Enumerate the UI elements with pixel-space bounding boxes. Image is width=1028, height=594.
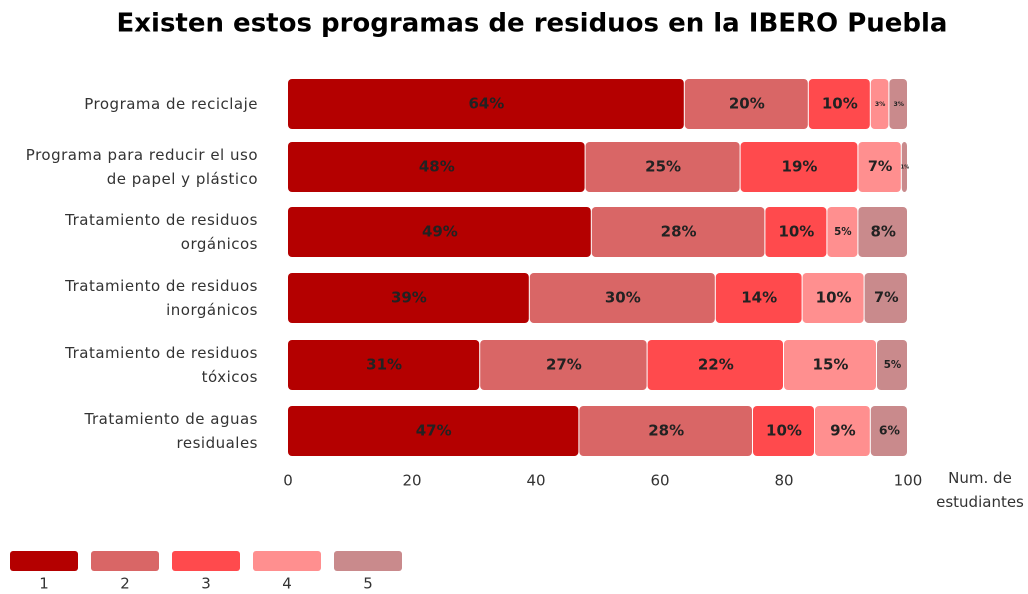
data-label: 30% — [605, 289, 641, 307]
bar-segment — [901, 142, 907, 192]
data-label: 19% — [782, 158, 818, 176]
data-label: 25% — [645, 158, 681, 176]
bar-segment — [288, 406, 579, 456]
category-label: Tratamiento de residuos inorgánicos — [65, 277, 258, 319]
data-label: 6% — [879, 423, 901, 438]
data-label: 39% — [391, 289, 427, 307]
bar-segment — [591, 207, 765, 257]
legend-label: 4 — [282, 575, 292, 593]
bar-segment — [288, 207, 591, 257]
legend-swatch — [253, 551, 321, 571]
category-label: Programa para reducir el uso de papel y … — [25, 146, 258, 188]
bar-segment — [740, 142, 858, 192]
data-label: 3% — [893, 101, 904, 108]
bar-segment — [827, 207, 858, 257]
data-label: 49% — [422, 223, 458, 241]
category-label: Tratamiento de residuos tóxicos — [65, 344, 258, 386]
data-label: 8% — [870, 223, 895, 241]
data-label: 10% — [816, 289, 852, 307]
legend-label: 1 — [39, 575, 49, 593]
bar-segment — [858, 207, 907, 257]
bar-segment — [877, 340, 907, 390]
x-tick-label: 100 — [894, 472, 923, 490]
data-label: 27% — [546, 356, 582, 374]
legend-swatch — [334, 551, 402, 571]
data-label: 48% — [419, 158, 455, 176]
bar-segment — [529, 273, 715, 323]
legend-label: 5 — [363, 575, 373, 593]
legend-swatch — [10, 551, 78, 571]
legend-swatch — [172, 551, 240, 571]
bar-segment — [288, 340, 480, 390]
data-label: 22% — [698, 356, 734, 374]
category-label: Programa de reciclaje — [84, 95, 258, 113]
legend-label: 3 — [201, 575, 211, 593]
data-label: 28% — [661, 223, 697, 241]
bar-segment — [579, 406, 752, 456]
data-label: 10% — [778, 223, 814, 241]
bar-segment — [864, 273, 907, 323]
chart-title: Existen estos programas de residuos en l… — [117, 9, 948, 39]
bar-segment — [870, 406, 907, 456]
legend-swatch — [91, 551, 159, 571]
bar-segment — [288, 273, 529, 323]
bar-segment — [288, 79, 684, 129]
bar-segment — [802, 273, 864, 323]
data-label: 20% — [729, 95, 765, 113]
bar-segment — [889, 79, 907, 129]
category-label: Tratamiento de aguas residuales — [84, 410, 258, 452]
bar-segment — [715, 273, 802, 323]
data-label: 7% — [868, 159, 893, 175]
bar-segment — [784, 340, 876, 390]
bar-segment — [647, 340, 783, 390]
data-label: 15% — [813, 356, 849, 374]
bar-segment — [753, 406, 814, 456]
bar-segment — [684, 79, 808, 129]
data-label: 31% — [366, 356, 402, 374]
data-label: 64% — [468, 95, 504, 113]
data-label: 3% — [875, 101, 886, 108]
x-tick-label: 20 — [402, 472, 421, 490]
data-label: 10% — [766, 422, 802, 440]
data-label: 1% — [901, 165, 910, 171]
x-tick-label: 40 — [526, 472, 545, 490]
data-label: 14% — [741, 289, 777, 307]
data-label: 47% — [416, 422, 452, 440]
bar-segment — [480, 340, 647, 390]
x-tick-label: 0 — [283, 472, 293, 490]
data-label: 9% — [830, 422, 855, 440]
bar-segment — [765, 207, 827, 257]
x-tick-label: 60 — [650, 472, 669, 490]
data-label: 5% — [834, 226, 852, 238]
bar-segment — [288, 142, 585, 192]
bar-segment — [870, 79, 889, 129]
data-label: 7% — [874, 290, 899, 306]
bar-segment — [858, 142, 901, 192]
data-label: 5% — [884, 359, 902, 371]
data-label: 10% — [822, 95, 858, 113]
legend-label: 2 — [120, 575, 130, 593]
x-axis-label: Num. de estudiantes — [936, 469, 1024, 511]
x-tick-label: 80 — [774, 472, 793, 490]
bar-segment — [585, 142, 740, 192]
bar-segment — [808, 79, 870, 129]
data-label: 28% — [648, 422, 684, 440]
category-label: Tratamiento de residuos orgánicos — [65, 211, 258, 253]
bar-segment — [815, 406, 870, 456]
